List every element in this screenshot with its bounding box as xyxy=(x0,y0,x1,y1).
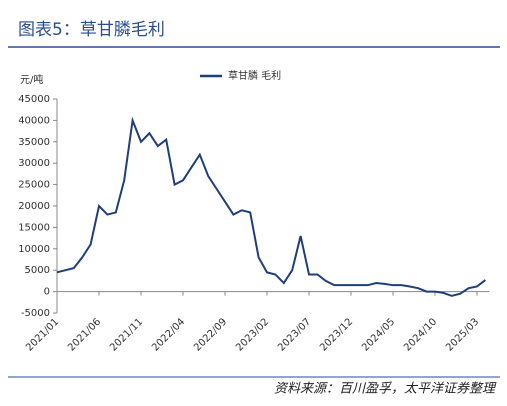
y-axis-label: 元/吨 xyxy=(20,73,43,86)
y-tick-label: 20000 xyxy=(18,201,50,212)
series-line xyxy=(56,116,487,297)
x-tick-label: 2024/05 xyxy=(360,316,397,353)
x-tick-label: 2023/02 xyxy=(234,316,271,353)
y-tick-label: 15000 xyxy=(18,222,50,233)
y-tick-label: 5000 xyxy=(25,265,50,276)
x-tick-label: 2023/12 xyxy=(318,316,355,353)
x-tick-label: 2025/03 xyxy=(444,316,481,353)
x-tick-label: 2022/09 xyxy=(192,316,229,353)
x-tick-label: 2021/06 xyxy=(66,316,103,353)
y-tick-label: 0 xyxy=(44,287,50,298)
y-tick-label: 45000 xyxy=(18,94,50,105)
y-tick-label: 30000 xyxy=(18,158,50,169)
source: 资料来源：百川盈孚，太平洋证券整理 xyxy=(274,382,497,397)
x-tick-label: 2023/07 xyxy=(276,316,313,353)
page-title: 图表5：草甘膦毛利 xyxy=(18,20,165,40)
x-tick-label: 2021/01 xyxy=(24,316,61,353)
y-tick-label: 25000 xyxy=(18,180,50,191)
x-tick-label: 2022/04 xyxy=(150,316,187,353)
y-tick-label: 10000 xyxy=(18,244,50,255)
y-tick-label: 40000 xyxy=(18,115,50,126)
legend-label: 草甘膦 毛利 xyxy=(228,69,281,82)
x-tick-label: 2024/10 xyxy=(402,316,439,353)
y-tick-label: -5000 xyxy=(21,308,50,319)
y-tick-label: 35000 xyxy=(18,137,50,148)
x-tick-label: 2021/11 xyxy=(108,316,145,353)
